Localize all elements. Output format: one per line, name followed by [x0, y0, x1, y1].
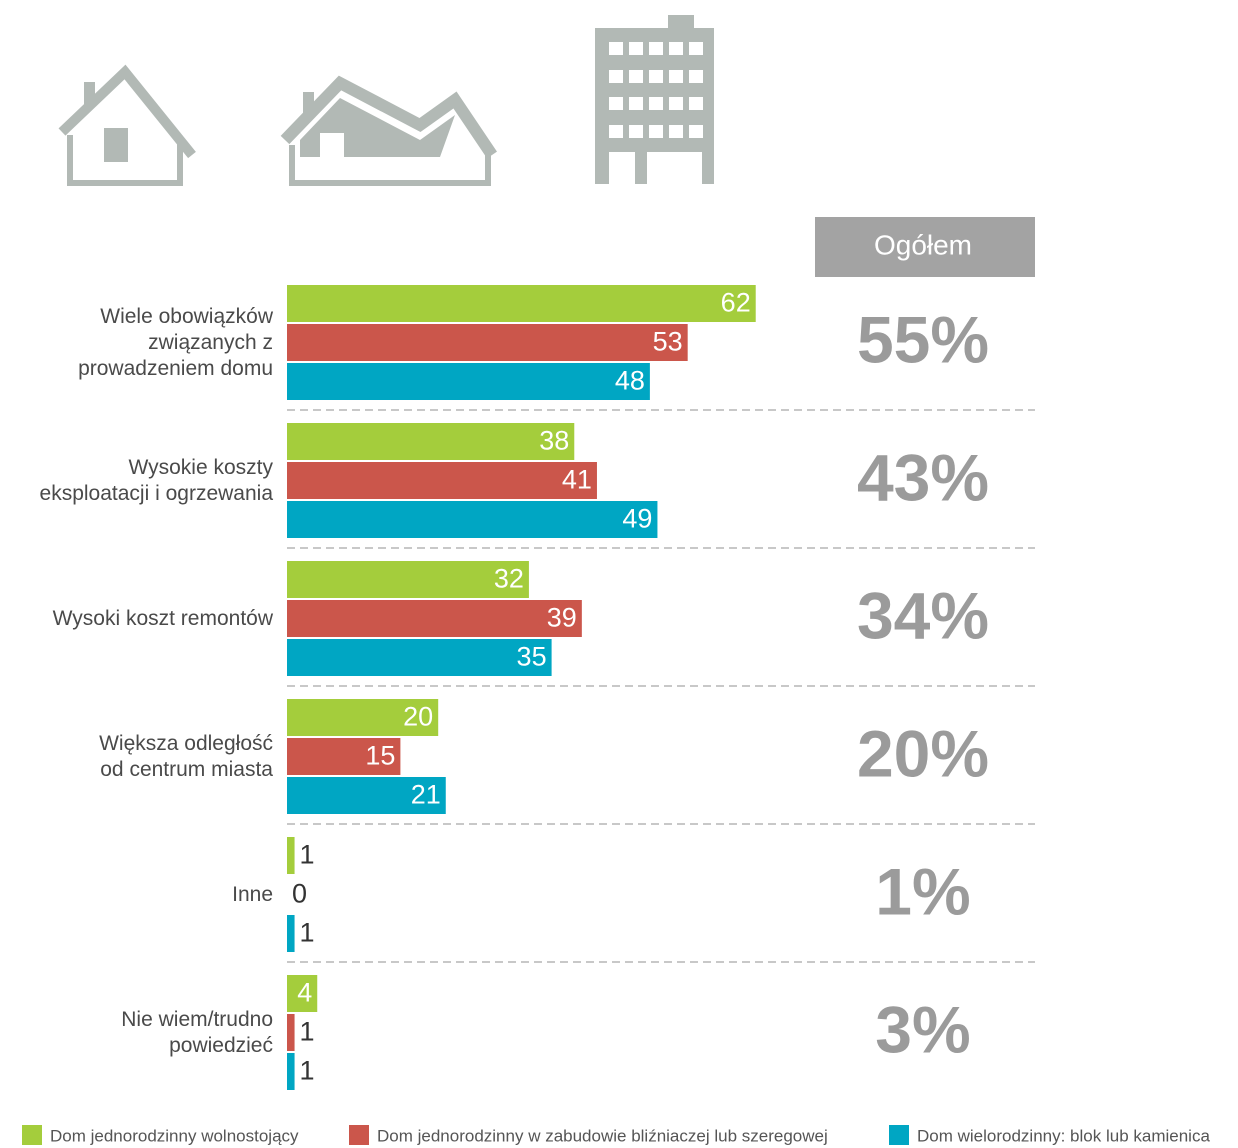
bar: [287, 324, 688, 361]
total-header: Ogółem: [874, 229, 972, 260]
bar: [287, 1053, 295, 1090]
bar-value-label: 41: [562, 465, 592, 495]
icon-door: [104, 128, 128, 162]
total-value: 34%: [857, 578, 989, 652]
icon-roof-box: [668, 15, 694, 28]
icon-door: [320, 133, 344, 166]
bar-value-label: 39: [547, 603, 577, 633]
legend-swatch: [349, 1125, 369, 1145]
category-label: Inne: [232, 883, 273, 906]
bar-value-label: 21: [411, 780, 441, 810]
icons: [58, 15, 714, 186]
bar-value-label: 20: [403, 702, 433, 732]
bar-value-label: 1: [300, 918, 315, 948]
bar: [287, 501, 658, 538]
category-label: Wysokie koszty eksploatacji i ogrzewania: [40, 456, 274, 505]
bar-value-label: 1: [300, 1017, 315, 1047]
icon-windows: [609, 42, 703, 184]
icon-chimney: [84, 82, 95, 107]
bar-value-label: 0: [292, 879, 307, 909]
bar: [287, 1014, 295, 1051]
icon-house2-roof: [280, 75, 497, 159]
icon-house-wall: [67, 135, 183, 186]
bar: [287, 639, 552, 676]
bar: [287, 600, 582, 637]
bar: [287, 915, 295, 952]
legend-label: Dom wielorodzinny: blok lub kamienica: [917, 1126, 1210, 1145]
category-label: Nie wiem/trudno powiedzieć: [121, 1008, 273, 1057]
total-value: 43%: [857, 440, 989, 514]
icon-window: [453, 145, 469, 163]
bar-value-label: 1: [300, 840, 315, 870]
bar: [287, 738, 401, 775]
bar-value-label: 38: [539, 426, 569, 456]
icon-chimney: [303, 92, 314, 117]
category-label: Większa odległość od centrum miasta: [99, 732, 273, 781]
legend-swatch: [889, 1125, 909, 1145]
bar: [287, 363, 650, 400]
bar: [287, 423, 575, 460]
category-label: Wysoki koszt remontów: [53, 607, 274, 630]
total-value: 3%: [875, 992, 970, 1066]
bar-value-label: 53: [653, 327, 683, 357]
total-header-bg: [815, 217, 1035, 277]
total-value: 1%: [875, 854, 970, 928]
legend-label: Dom jednorodzinny wolnostojący: [50, 1126, 299, 1145]
total-value: 20%: [857, 716, 989, 790]
bar-value-label: 49: [622, 504, 652, 534]
bar: [287, 462, 597, 499]
bar: [287, 285, 756, 322]
bar-value-label: 1: [300, 1056, 315, 1086]
bar-value-label: 62: [721, 288, 751, 318]
bar-value-label: 15: [365, 741, 395, 771]
bar-value-label: 32: [494, 564, 524, 594]
icon-house-roof: [58, 64, 196, 159]
legend-label: Dom jednorodzinny w zabudowie bliźniacze…: [377, 1126, 828, 1145]
bar-value-label: 48: [615, 366, 645, 396]
bar: [287, 975, 318, 1012]
bar: [287, 561, 529, 598]
bar: [287, 777, 446, 814]
bar-value-label: 35: [517, 642, 547, 672]
bar-value-label: 4: [297, 978, 312, 1008]
total-value: 55%: [857, 302, 989, 376]
bar: [287, 699, 439, 736]
icon-house2-wall: [289, 145, 491, 186]
legend-swatch: [22, 1125, 42, 1145]
bar: [287, 837, 295, 874]
category-label: Wiele obowiązków związanych z prowadzeniem…: [78, 305, 274, 380]
